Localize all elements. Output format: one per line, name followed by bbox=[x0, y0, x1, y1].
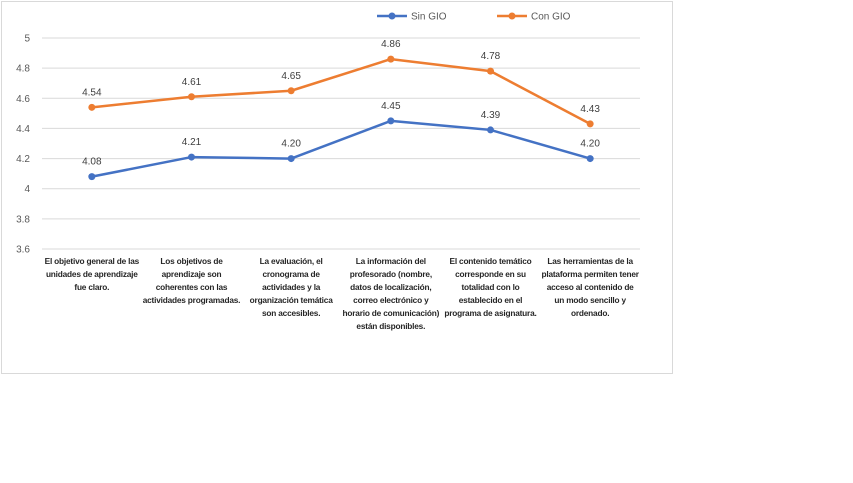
y-tick-label: 4.6 bbox=[16, 94, 30, 105]
series-line-0 bbox=[91, 119, 591, 178]
legend-entry-label: Con GIO bbox=[531, 12, 571, 23]
data-point bbox=[586, 155, 594, 163]
x-tick-label: Las herramientas de la plataforma permit… bbox=[541, 256, 639, 318]
legend-swatch-marker bbox=[508, 12, 516, 20]
x-tick-label: El objetivo general de las unidades de a… bbox=[44, 256, 140, 292]
series bbox=[88, 55, 594, 181]
data-point bbox=[487, 126, 494, 134]
data-point bbox=[387, 55, 395, 63]
data-label: 4.86 bbox=[381, 39, 401, 50]
x-tick-label: La evaluación, el cronograma de activida… bbox=[249, 256, 333, 318]
y-tick-label: 4.8 bbox=[16, 64, 30, 75]
data-point bbox=[287, 155, 295, 163]
data-point bbox=[188, 93, 195, 101]
data-label: 4.39 bbox=[481, 110, 501, 121]
data-point bbox=[88, 103, 96, 111]
data-point bbox=[287, 87, 295, 95]
gridlines bbox=[42, 37, 640, 250]
y-tick-label: 5 bbox=[24, 34, 30, 45]
y-axis-ticks: 3.6 3.8 4 4.2 4.4 4.6 4.8 5 bbox=[16, 34, 30, 256]
y-tick-label: 3.8 bbox=[16, 214, 30, 225]
line-chart: 3.6 3.8 4 4.2 4.4 4.6 4.8 5 4.08 4.21 4.20 4.45 4.3… bbox=[16, 12, 640, 256]
x-tick-label: El contenido temático corresponde en su … bbox=[444, 256, 537, 318]
legend-swatch-marker bbox=[388, 12, 396, 20]
y-tick-label: 4.4 bbox=[16, 124, 30, 135]
data-point bbox=[586, 120, 594, 128]
data-point bbox=[487, 67, 494, 75]
data-label: 4.54 bbox=[82, 87, 102, 98]
y-tick-label: 3.6 bbox=[16, 245, 30, 256]
data-label: 4.20 bbox=[580, 139, 600, 150]
data-label: 4.20 bbox=[281, 139, 301, 150]
x-tick-label: Los objetivos de aprendizaje son coheren… bbox=[142, 256, 241, 305]
data-label: 4.08 bbox=[82, 157, 102, 168]
data-point bbox=[188, 153, 195, 161]
x-tick-label: La información del profesorado (nombre, … bbox=[342, 256, 440, 331]
legend-entry-label: Sin GIO bbox=[411, 12, 447, 23]
data-label: 4.65 bbox=[281, 71, 301, 82]
data-labels: 4.08 4.21 4.20 4.45 4.39 4.20 4.54 4.61 4.65 4.86… bbox=[82, 39, 600, 168]
data-label: 4.78 bbox=[481, 51, 501, 62]
y-tick-label: 4.2 bbox=[16, 154, 30, 165]
series-line-1 bbox=[91, 57, 591, 126]
data-point bbox=[387, 117, 395, 125]
legend: Sin GIO Con GIO bbox=[377, 12, 571, 23]
data-label: 4.21 bbox=[182, 137, 202, 148]
y-tick-label: 4 bbox=[24, 184, 30, 195]
data-label: 4.43 bbox=[580, 104, 600, 115]
data-point bbox=[88, 173, 96, 181]
data-label: 4.61 bbox=[182, 77, 202, 88]
chart-frame: 3.6 3.8 4 4.2 4.4 4.6 4.8 5 4.08 4.21 4.20 4.45 4.3… bbox=[1, 1, 673, 374]
data-label: 4.45 bbox=[381, 101, 401, 112]
